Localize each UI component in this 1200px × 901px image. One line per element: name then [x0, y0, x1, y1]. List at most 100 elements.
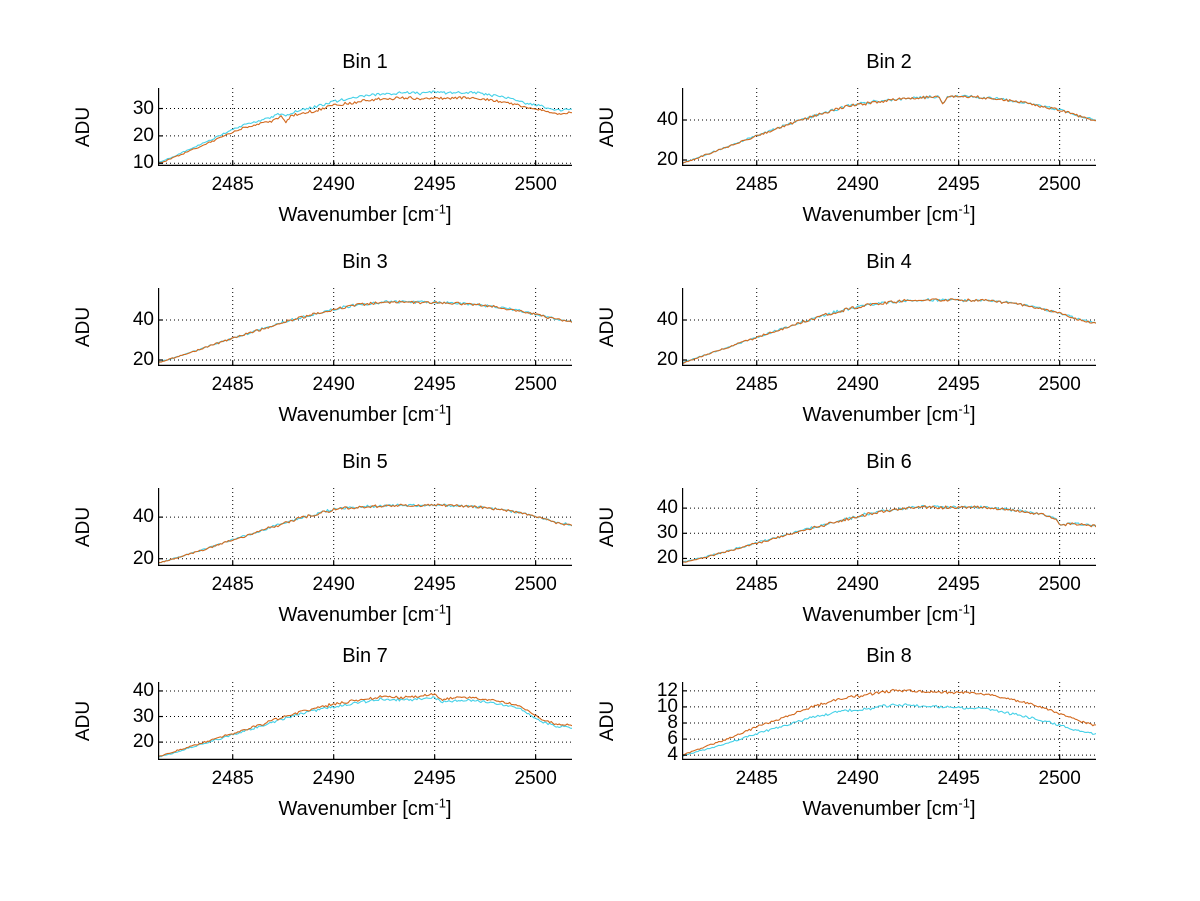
- x-tick-label: 2485: [211, 374, 254, 395]
- x-axis-label-bracket: ]: [445, 798, 452, 820]
- x-axis-label-exponent: -1: [434, 795, 446, 811]
- x-axis-label-bracket: ]: [445, 404, 452, 426]
- x-axis-label-exponent: -1: [958, 401, 970, 417]
- data-series-orange: [158, 96, 572, 164]
- x-tick-label: 2490: [312, 174, 355, 195]
- y-tick-label: 40: [656, 109, 678, 130]
- x-tick-label: 2495: [937, 174, 980, 195]
- x-axis-label-text: Wavenumber [cm: [278, 798, 435, 820]
- y-tick-label: 6: [667, 728, 678, 750]
- y-tick-label: 8: [667, 712, 678, 733]
- plot-area: [682, 682, 1096, 760]
- data-series-cyan: [158, 696, 572, 759]
- chart-panel-bin-2: Bin 2 ADU 20 40 2485 2490 2495 2500 Wavenumber […: [562, 50, 1106, 238]
- x-tick-label: 2490: [836, 574, 879, 595]
- y-axis-label: ADU: [597, 700, 618, 742]
- x-tick-label: 2485: [735, 174, 778, 195]
- x-axis-label-text: Wavenumber [cm: [278, 404, 435, 426]
- chart-panel-bin-6: Bin 6 ADU 20 30 40 2485 2490 2495 2500 Wavenumber…: [562, 450, 1106, 638]
- plot-area: [158, 288, 572, 366]
- y-tick-label: 10: [656, 695, 678, 717]
- x-axis-label-bracket: ]: [969, 798, 976, 820]
- x-axis-label-text: Wavenumber [cm: [802, 204, 959, 226]
- data-series-orange: [158, 300, 572, 364]
- plot-area: [158, 88, 572, 166]
- y-tick-label: 40: [132, 506, 154, 528]
- y-tick-label: 20: [656, 547, 678, 569]
- panel-title: Bin 7: [342, 645, 388, 667]
- data-series-orange: [682, 688, 1096, 756]
- data-series-cyan: [682, 703, 1096, 757]
- plot-area: [682, 288, 1096, 366]
- data-series-orange: [158, 693, 572, 757]
- y-tick-label: 30: [132, 97, 154, 119]
- x-axis-label-exponent: -1: [958, 201, 970, 217]
- x-axis-label-exponent: -1: [434, 601, 446, 617]
- x-axis-label-text: Wavenumber [cm: [802, 798, 959, 820]
- plot-area: [158, 682, 572, 760]
- panel-title: Bin 5: [342, 451, 388, 473]
- y-axis-label: ADU: [597, 506, 618, 548]
- x-tick-label: 2500: [514, 574, 557, 595]
- data-series-cyan: [158, 90, 572, 164]
- x-tick-label: 2495: [413, 574, 456, 595]
- x-axis-label-text: Wavenumber [cm: [802, 604, 959, 626]
- y-tick-label: 40: [656, 497, 678, 519]
- x-axis-label: Wavenumber [cm-1]: [158, 401, 572, 427]
- y-tick-label: 20: [132, 349, 154, 370]
- data-series-orange: [682, 505, 1096, 563]
- y-tick-label: 40: [132, 309, 154, 330]
- x-tick-label: 2500: [1038, 174, 1081, 195]
- x-axis-label: Wavenumber [cm-1]: [682, 401, 1096, 427]
- x-axis-label: Wavenumber [cm-1]: [158, 601, 572, 627]
- x-tick-label: 2500: [1038, 574, 1081, 595]
- y-axis-label: ADU: [73, 506, 94, 548]
- y-tick-label: 10: [132, 152, 154, 174]
- x-axis-label-text: Wavenumber [cm: [802, 404, 959, 426]
- x-tick-label: 2500: [514, 174, 557, 195]
- chart-panel-bin-7: Bin 7 ADU 20 30 40 2485 2490 2495 2500 Wavenumber…: [38, 644, 582, 832]
- panel-title: Bin 6: [866, 451, 912, 473]
- y-axis-label: ADU: [73, 700, 94, 742]
- x-axis-label-exponent: -1: [434, 401, 446, 417]
- x-tick-label: 2495: [937, 768, 980, 789]
- y-axis-label: ADU: [73, 306, 94, 348]
- x-tick-label: 2500: [514, 768, 557, 789]
- panel-title: Bin 8: [866, 645, 912, 667]
- x-axis-label-exponent: -1: [434, 201, 446, 217]
- x-axis-label: Wavenumber [cm-1]: [158, 201, 572, 227]
- data-series-orange: [682, 298, 1096, 364]
- x-tick-label: 2485: [735, 768, 778, 789]
- panel-title: Bin 3: [342, 251, 388, 273]
- x-tick-label: 2485: [211, 174, 254, 195]
- data-series-orange: [158, 503, 572, 564]
- x-tick-label: 2490: [312, 374, 355, 395]
- y-axis-label: ADU: [73, 106, 94, 148]
- x-axis-label: Wavenumber [cm-1]: [158, 795, 572, 821]
- y-axis-label: ADU: [597, 106, 618, 148]
- x-axis-label-bracket: ]: [969, 204, 976, 226]
- data-series-orange: [682, 95, 1096, 165]
- x-tick-label: 2495: [937, 374, 980, 395]
- panel-title: Bin 2: [866, 51, 912, 73]
- data-series-cyan: [682, 94, 1096, 165]
- x-tick-label: 2485: [735, 574, 778, 595]
- x-axis-label: Wavenumber [cm-1]: [682, 795, 1096, 821]
- x-tick-label: 2490: [836, 768, 879, 789]
- y-tick-label: 20: [132, 124, 154, 146]
- chart-panel-bin-1: Bin 1 ADU 10 20 30 2485 2490 2495 2500 Wavenumber…: [38, 50, 582, 238]
- x-tick-label: 2485: [735, 374, 778, 395]
- y-tick-label: 20: [132, 547, 154, 569]
- y-tick-label: 40: [132, 679, 154, 701]
- x-tick-label: 2485: [211, 768, 254, 789]
- y-tick-label: 4: [667, 744, 678, 766]
- x-axis-label-exponent: -1: [958, 601, 970, 617]
- x-tick-label: 2500: [1038, 768, 1081, 789]
- x-axis-label-text: Wavenumber [cm: [278, 604, 435, 626]
- x-axis-label-exponent: -1: [958, 795, 970, 811]
- y-tick-label: 20: [656, 149, 678, 170]
- y-tick-label: 40: [656, 309, 678, 330]
- x-tick-label: 2495: [937, 574, 980, 595]
- chart-panel-bin-8: Bin 8 ADU 4 6 8 10 12 2485 2490 2495 2500 Wavenumbe…: [562, 644, 1106, 832]
